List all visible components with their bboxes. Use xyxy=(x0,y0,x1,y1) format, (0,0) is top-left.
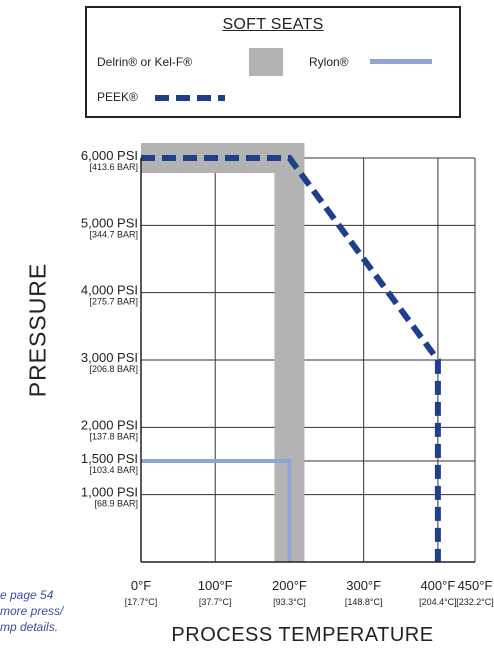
x-tick-sublabel: [37.7°C] xyxy=(199,597,232,607)
y-tick-label: 6,000 PSI xyxy=(81,148,138,163)
y-tick-label: 2,000 PSI xyxy=(81,417,138,432)
x-tick-sublabel: [148.8°C] xyxy=(345,597,383,607)
legend-swatch-rylon xyxy=(370,59,432,64)
legend-title: SOFT SEATS xyxy=(222,16,324,33)
legend-label-rylon: Rylon® xyxy=(309,55,349,69)
x-tick-label: 100°F xyxy=(198,578,233,593)
legend: SOFT SEATS Delrin® or Kel-F® Rylon® PEEK… xyxy=(85,6,461,118)
y-tick-sublabel: [413.6 BAR] xyxy=(89,162,138,172)
y-tick-label: 1,500 PSI xyxy=(81,451,138,466)
y-tick-sublabel: [275.7 BAR] xyxy=(89,297,138,307)
x-tick-label: 450°F xyxy=(458,578,493,593)
x-tick-label: 400°F xyxy=(420,578,455,593)
legend-label-peek: PEEK® xyxy=(97,90,138,104)
legend-swatch-peek xyxy=(155,95,225,101)
series-line-2 xyxy=(141,459,292,562)
y-tick-sublabel: [206.8 BAR] xyxy=(89,364,138,374)
y-tick-label: 1,000 PSI xyxy=(81,485,138,500)
axes xyxy=(140,158,475,563)
x-tick-label: 300°F xyxy=(346,578,381,593)
note-line: more press/ xyxy=(0,604,64,618)
y-tick-sublabel: [103.4 BAR] xyxy=(89,465,138,475)
y-tick-sublabel: [68.9 BAR] xyxy=(94,499,138,509)
x-tick-sublabel: [204.4°C] xyxy=(419,597,457,607)
x-tick-sublabel: [17.7°C] xyxy=(125,597,158,607)
legend-label-delrin: Delrin® or Kel-F® xyxy=(97,55,193,69)
x-tick-labels: 0°F [17.7°C] 100°F [37.7°C] 200°F [93.3°C] 300… xyxy=(125,578,494,607)
series-line-3 xyxy=(141,155,441,562)
y-axis-title: PRESSURE xyxy=(24,262,51,398)
series-lines xyxy=(141,143,441,562)
x-tick-label: 0°F xyxy=(131,578,151,593)
y-tick-label: 3,000 PSI xyxy=(81,350,138,365)
x-tick-sublabel: [93.3°C] xyxy=(273,597,306,607)
y-tick-label: 4,000 PSI xyxy=(81,283,138,298)
y-tick-labels: 1,000 PSI[68.9 BAR] 1,500 PSI[103.4 BAR] 2… xyxy=(81,148,138,509)
y-tick-sublabel: [137.8 BAR] xyxy=(89,431,138,441)
page-reference-note: e page 54 more press/ mp details. xyxy=(0,587,80,635)
y-tick-sublabel: [344.7 BAR] xyxy=(89,229,138,239)
y-tick-label: 5,000 PSI xyxy=(81,215,138,230)
x-axis-title: PROCESS TEMPERATURE xyxy=(171,624,434,646)
grid xyxy=(141,157,476,562)
x-tick-label: 200°F xyxy=(272,578,307,593)
note-line: e page 54 xyxy=(0,588,54,602)
note-line: mp details. xyxy=(0,620,59,634)
x-tick-sublabel: [232.2°C] xyxy=(456,597,494,607)
legend-swatch-delrin xyxy=(249,48,283,76)
